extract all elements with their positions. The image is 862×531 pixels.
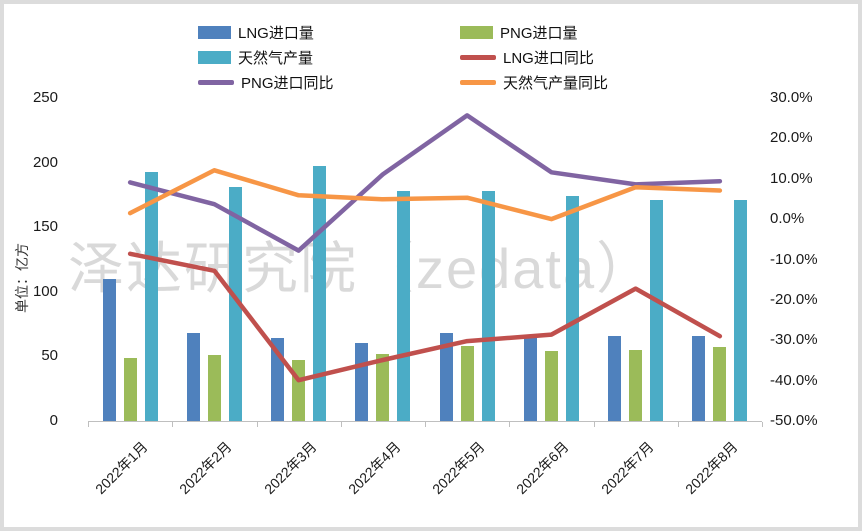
legend-label: PNG进口同比 — [241, 75, 334, 92]
left-axis-tick-label: 50 — [41, 347, 58, 365]
x-axis-tick — [677, 422, 679, 427]
bar-天然气产量-2022年4月 — [397, 191, 411, 421]
legend-item-4: LNG进口同比 — [460, 47, 760, 68]
chart-legend: LNG进口量 PNG进口量天然气产量 LNG进口同比 PNG进口同比 天然气产量同比 — [198, 22, 760, 93]
bar-PNG进口量-2022年1月 — [123, 357, 137, 421]
x-axis-tick — [509, 422, 511, 427]
x-axis-tick — [88, 422, 89, 427]
x-axis-tick — [425, 422, 426, 427]
bar-LNG进口量-2022年2月 — [186, 333, 200, 421]
left-axis-tick-label: 200 — [32, 153, 58, 171]
left-axis-tick-label: 150 — [32, 218, 58, 236]
legend-swatch-icon — [460, 55, 496, 60]
legend-swatch-icon — [460, 26, 493, 39]
legend-item-2: PNG进口量 — [460, 22, 760, 43]
bar-PNG进口量-2022年2月 — [207, 355, 221, 421]
right-axis-tick-label: 10.0% — [770, 169, 813, 187]
x-axis-tick — [340, 422, 342, 427]
legend-item-3: 天然气产量 — [198, 47, 460, 68]
legend-item-5: PNG进口同比 — [198, 72, 460, 93]
bar-PNG进口量-2022年8月 — [713, 347, 727, 421]
x-axis-tick — [762, 422, 763, 427]
bar-LNG进口量-2022年5月 — [439, 333, 453, 421]
right-axis-tick-label: -30.0% — [770, 331, 818, 349]
legend-swatch-icon — [198, 26, 231, 39]
bar-天然气产量-2022年1月 — [144, 171, 158, 421]
right-axis-tick-label: -40.0% — [770, 371, 818, 389]
bar-PNG进口量-2022年7月 — [629, 349, 643, 421]
watermark-text: 泽达研究院（zedata） — [68, 237, 655, 300]
right-axis-tick-label: 0.0% — [770, 210, 805, 228]
bar-PNG进口量-2022年4月 — [376, 353, 390, 421]
bar-天然气产量-2022年5月 — [481, 191, 495, 421]
line-LNG进口同比 — [127, 251, 723, 383]
legend-label: PNG进口量 — [500, 25, 578, 42]
bar-PNG进口量-2022年6月 — [544, 351, 558, 421]
bar-天然气产量-2022年6月 — [565, 196, 579, 421]
right-axis-tick-label: -20.0% — [770, 290, 818, 308]
bar-PNG进口量-2022年5月 — [460, 346, 474, 421]
bar-LNG进口量-2022年8月 — [692, 335, 706, 421]
left-axis-tick-label: 0 — [49, 412, 58, 429]
x-axis-tick — [593, 422, 595, 427]
bar-天然气产量-2022年8月 — [734, 200, 748, 421]
left-axis-tick-label: 250 — [32, 89, 58, 106]
legend-label: 天然气产量同比 — [503, 75, 609, 92]
bar-LNG进口量-2022年7月 — [608, 335, 622, 421]
legend-item-1: LNG进口量 — [198, 22, 460, 43]
bar-LNG进口量-2022年6月 — [523, 337, 537, 421]
right-axis-tick-label: -10.0% — [770, 250, 818, 268]
legend-swatch-icon — [460, 80, 496, 85]
legend-item-6: 天然气产量同比 — [460, 72, 760, 93]
legend-label: 天然气产量 — [238, 50, 314, 67]
bar-LNG进口量-2022年1月 — [102, 278, 116, 421]
x-axis-tick — [256, 422, 258, 427]
right-axis-tick-label: 20.0% — [770, 129, 813, 147]
right-axis-tick-label: -50.0% — [770, 412, 818, 429]
legend-swatch-icon — [198, 80, 234, 85]
legend-label: LNG进口量 — [238, 25, 314, 42]
left-axis-tick-label: 100 — [32, 282, 58, 300]
legend-label: LNG进口同比 — [503, 50, 594, 67]
bar-天然气产量-2022年7月 — [650, 200, 664, 421]
line-天然气产量同比 — [127, 168, 723, 222]
right-axis-tick-label: 30.0% — [770, 89, 813, 106]
legend-swatch-icon — [198, 51, 231, 64]
bar-天然气产量-2022年2月 — [228, 187, 242, 421]
line-PNG进口同比 — [127, 113, 723, 253]
x-axis-line — [88, 421, 762, 422]
x-axis-tick — [172, 422, 174, 427]
